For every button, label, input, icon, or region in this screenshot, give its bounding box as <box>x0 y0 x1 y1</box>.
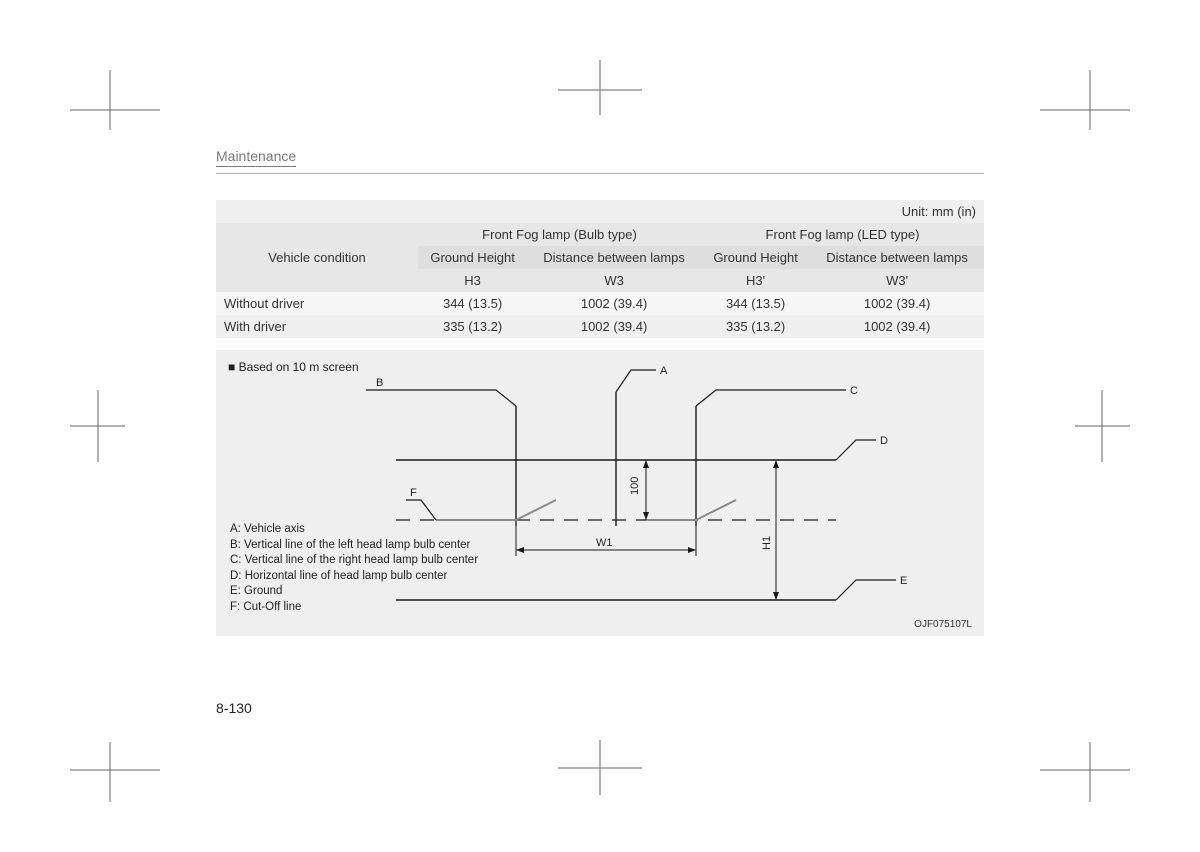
page-number: 8-130 <box>216 700 252 716</box>
diagram-label-100: 100 <box>629 477 641 495</box>
spec-table: Vehicle condition Front Fog lamp (Bulb t… <box>216 223 984 338</box>
diagram-label-b: B <box>376 377 383 389</box>
page-content: Maintenance Unit: mm (in) Vehicle condit… <box>216 148 984 636</box>
unit-label: Unit: mm (in) <box>216 200 984 223</box>
col-vehicle-condition: Vehicle condition <box>216 223 418 292</box>
table-row: With driver 335 (13.2) 1002 (39.4) 335 (… <box>216 315 984 338</box>
diagram-label-e: E <box>900 575 907 587</box>
sym-w3: W3 <box>527 269 701 292</box>
sym-w3p: W3' <box>810 269 984 292</box>
sym-h3: H3 <box>418 269 527 292</box>
section-title: Maintenance <box>216 148 296 167</box>
diagram-label-h1: H1 <box>761 536 773 550</box>
diagram-label-d: D <box>880 435 888 447</box>
diagram-label-w1: W1 <box>596 537 613 549</box>
col-distance-1: Distance between lamps <box>527 246 701 269</box>
figure-code: OJF075107L <box>914 619 972 630</box>
diagram-legend: A: Vehicle axis B: Vertical line of the … <box>230 522 478 615</box>
diagram-label-f: F <box>410 487 417 499</box>
col-ground-height-1: Ground Height <box>418 246 527 269</box>
divider <box>216 173 984 174</box>
group-led: Front Fog lamp (LED type) <box>701 223 984 246</box>
group-bulb: Front Fog lamp (Bulb type) <box>418 223 701 246</box>
sym-h3p: H3' <box>701 269 810 292</box>
col-distance-2: Distance between lamps <box>810 246 984 269</box>
table-row: Without driver 344 (13.5) 1002 (39.4) 34… <box>216 292 984 315</box>
col-ground-height-2: Ground Height <box>701 246 810 269</box>
diagram-label-a: A <box>660 365 668 377</box>
diagram-label-c: C <box>850 385 858 397</box>
diagram-box: ■ Based on 10 m screen B A C D <box>216 350 984 636</box>
